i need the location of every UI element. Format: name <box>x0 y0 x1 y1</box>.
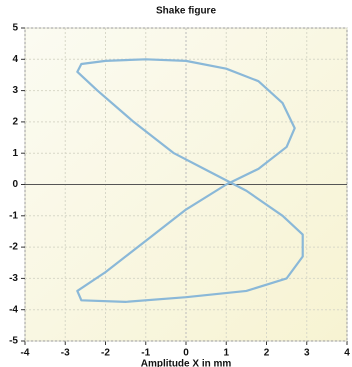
y-tick-label: 2 <box>12 117 18 128</box>
y-tick-label: 0 <box>12 179 18 190</box>
x-tick-label: -2 <box>101 348 110 359</box>
shake-trace <box>76 58 304 303</box>
y-tick-label: 4 <box>12 54 18 65</box>
y-tick-label: -2 <box>9 242 18 253</box>
y-tick-label: -4 <box>9 304 18 315</box>
y-tick-label: -1 <box>9 210 18 221</box>
y-tick-label: 5 <box>12 23 18 34</box>
y-tick-label: -3 <box>9 273 18 284</box>
x-tick-label: -3 <box>61 348 70 359</box>
x-tick-label: -1 <box>141 348 150 359</box>
x-tick-label: 3 <box>304 348 310 359</box>
x-tick-label: 0 <box>183 348 189 359</box>
y-tick-label: 1 <box>12 148 18 159</box>
x-tick-label: 2 <box>264 348 270 359</box>
x-axis-label: Amplitude X in mm <box>141 359 232 367</box>
x-tick-label: 4 <box>344 348 350 359</box>
x-tick-label: 1 <box>223 348 229 359</box>
x-tick-label: -4 <box>21 348 30 359</box>
y-tick-label: 3 <box>12 85 18 96</box>
y-tick-label: -5 <box>9 336 18 347</box>
chart-title: Shake figure <box>156 6 216 17</box>
